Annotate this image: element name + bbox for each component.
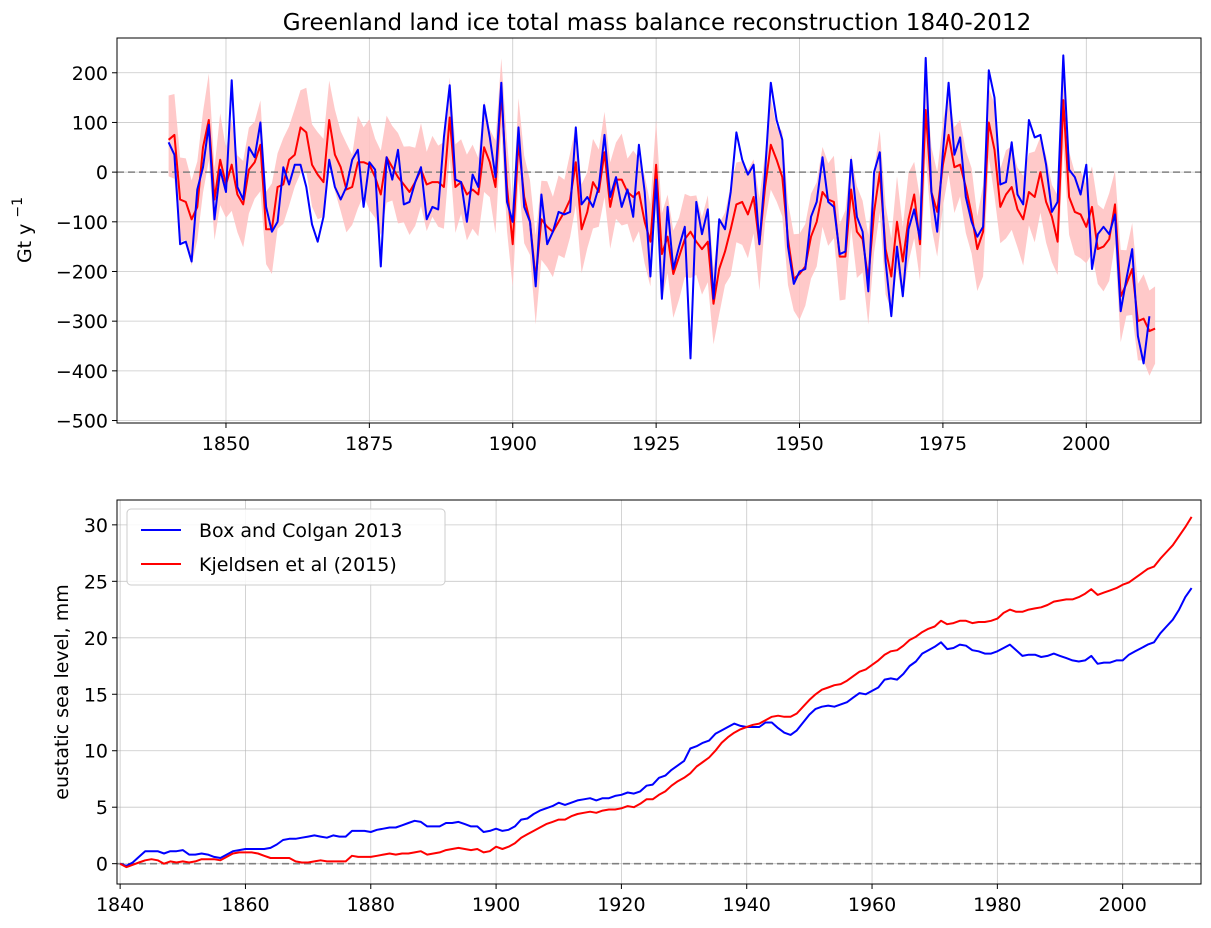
y-tick-label: 30: [84, 515, 108, 537]
mass-balance-axes-frame: [116, 37, 1202, 424]
sea-level-x-ticks: 1840 1860 1880 1900 1920 1940 1960 1980 2000: [96, 884, 1147, 916]
series-line-blue: [167, 54, 1151, 365]
sea-level-axes-frame: [116, 499, 1202, 885]
sea-level-panel: 0 5 10 15 20 25 30 1840 1860 1880 1900 1920 1940 196…: [51, 499, 1202, 916]
x-tick-label: 1880: [347, 894, 395, 916]
y-tick-label: −100: [56, 212, 108, 234]
series-line-red: [167, 91, 1156, 333]
y-tick-label: 25: [84, 571, 108, 593]
x-tick-label: 1900: [489, 433, 537, 455]
y-tick-label: 100: [72, 112, 108, 134]
legend-label-kjeldsen: Kjeldsen et al (2015): [199, 554, 397, 576]
mass-balance-x-ticks: 1850 1875 1900 1925 1950 1975 2000: [202, 423, 1110, 455]
chart-title: Greenland land ice total mass balance re…: [283, 10, 1031, 36]
series-line-blue: [119, 587, 1193, 867]
mass-balance-y-ticks: −500 −400 −300 −200 −100 0 100 200: [56, 63, 117, 433]
y-tick-label: 200: [72, 63, 108, 85]
y-axis-label: Gt y: [14, 224, 36, 263]
y-tick-label: 0: [96, 854, 108, 876]
y-tick-label: −300: [56, 311, 108, 333]
x-tick-label: 1940: [723, 894, 771, 916]
y-tick-label: 0: [96, 162, 108, 184]
y-tick-label: 5: [96, 797, 108, 819]
sea-level-y-ticks: 0 5 10 15 20 25 30: [84, 515, 117, 876]
x-tick-label: 1925: [632, 433, 680, 455]
x-tick-label: 1860: [221, 894, 269, 916]
sea-level-lines: [119, 516, 1193, 869]
y-tick-label: 20: [84, 628, 108, 650]
sea-level-grid: [117, 500, 1201, 884]
x-tick-label: 2000: [1062, 433, 1110, 455]
y-tick-label: −500: [56, 411, 108, 433]
x-tick-label: 1950: [775, 433, 823, 455]
x-tick-label: 2000: [1098, 894, 1146, 916]
sea-level-y-axis-title: eustatic sea level, mm: [51, 584, 73, 800]
y-tick-label: −200: [56, 261, 108, 283]
mass-balance-panel: Greenland land ice total mass balance re…: [10, 10, 1202, 455]
legend-box: [126, 508, 446, 586]
y-axis-label-superscript: −1: [10, 197, 26, 218]
legend-label-box-colgan: Box and Colgan 2013: [199, 520, 402, 542]
y-tick-label: 15: [84, 684, 108, 706]
x-tick-label: 1875: [345, 433, 393, 455]
x-tick-label: 1850: [202, 433, 250, 455]
y-tick-label: −400: [56, 361, 108, 383]
series-line-red: [119, 516, 1193, 869]
x-tick-label: 1900: [472, 894, 520, 916]
x-tick-label: 1840: [96, 894, 144, 916]
x-tick-label: 1975: [919, 433, 967, 455]
x-tick-label: 1920: [597, 894, 645, 916]
x-tick-label: 1960: [848, 894, 896, 916]
mass-balance-y-axis-title: Gt y −1: [10, 197, 36, 263]
mass-balance-lines: [167, 54, 1156, 365]
uncertainty-band-area: [168, 58, 1156, 376]
legend: Box and Colgan 2013 Kjeldsen et al (2015…: [126, 508, 446, 586]
svg-text:Gt y−1: Gt y −1: [10, 197, 36, 263]
uncertainty-band: [168, 58, 1156, 376]
x-tick-label: 1980: [973, 894, 1021, 916]
y-tick-label: 10: [84, 741, 108, 763]
